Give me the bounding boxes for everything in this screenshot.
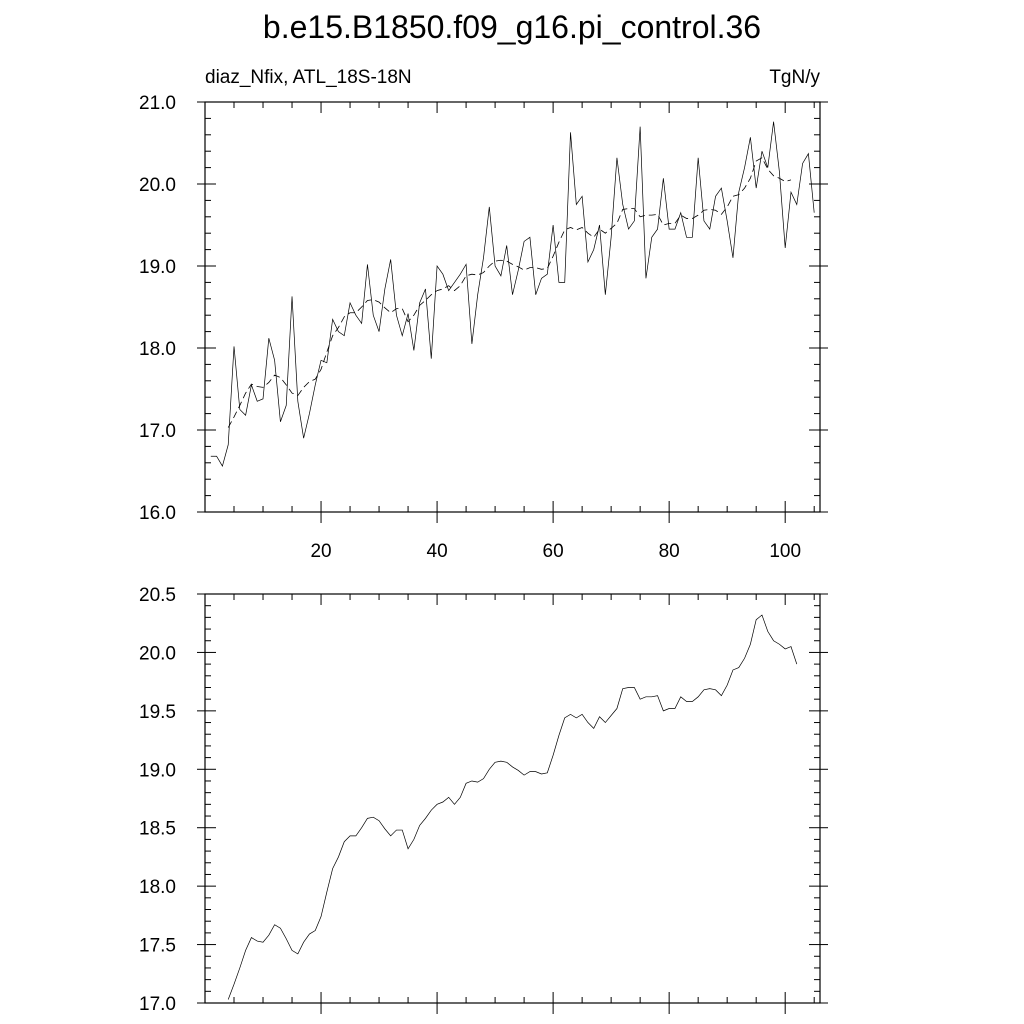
panel1-y-tick-label: 16.0 xyxy=(139,503,176,524)
panel2-y-tick-label: 18.5 xyxy=(139,819,176,840)
panel2-y-tick-label: 17.5 xyxy=(139,936,176,957)
panel2-y-tick-label: 19.0 xyxy=(139,760,176,781)
panel2-y-tick-label: 19.5 xyxy=(139,702,176,723)
panel2-series-solid xyxy=(227,614,798,1000)
panel1-y-tick-label: 19.0 xyxy=(139,257,176,278)
panel2-y-tick-label: 18.0 xyxy=(139,877,176,898)
panel1-units-label: TgN/y xyxy=(769,67,820,88)
panel1-x-tick-label: 60 xyxy=(543,541,564,562)
panel2-y-tick-label: 20.0 xyxy=(139,643,176,664)
panel1-x-tick-label: 80 xyxy=(659,541,680,562)
panel1-y-tick-label: 17.0 xyxy=(139,421,176,442)
panel2-frame xyxy=(204,593,821,1004)
panel1-x-tick-label: 40 xyxy=(427,541,448,562)
panel1-x-tick-label: 100 xyxy=(769,541,801,562)
panel2-y-tick-label: 20.5 xyxy=(139,585,176,606)
panel1-series-solid xyxy=(210,121,815,467)
panel1-x-tick-label: 20 xyxy=(310,541,331,562)
panel2-y-tick-label: 17.0 xyxy=(139,994,176,1015)
panel1-series-dashed xyxy=(227,157,792,428)
panel1-variable-label: diaz_Nfix, ATL_18S-18N xyxy=(205,67,412,88)
panel1-frame xyxy=(204,101,821,513)
panel1-y-tick-label: 18.0 xyxy=(139,339,176,360)
figure-title: b.e15.B1850.f09_g16.pi_control.36 xyxy=(263,9,761,45)
panel1-y-tick-label: 21.0 xyxy=(139,93,176,114)
panel1-plot: 20 40 60 80 100 16.0 17.0 18.0 19.0 20.0 21.0 xyxy=(139,93,828,562)
panel2-plot: 17.0 17.5 18.0 18.5 19.0 19.5 20.0 20.5 xyxy=(139,585,828,1015)
panel1-y-tick-label: 20.0 xyxy=(139,175,176,196)
